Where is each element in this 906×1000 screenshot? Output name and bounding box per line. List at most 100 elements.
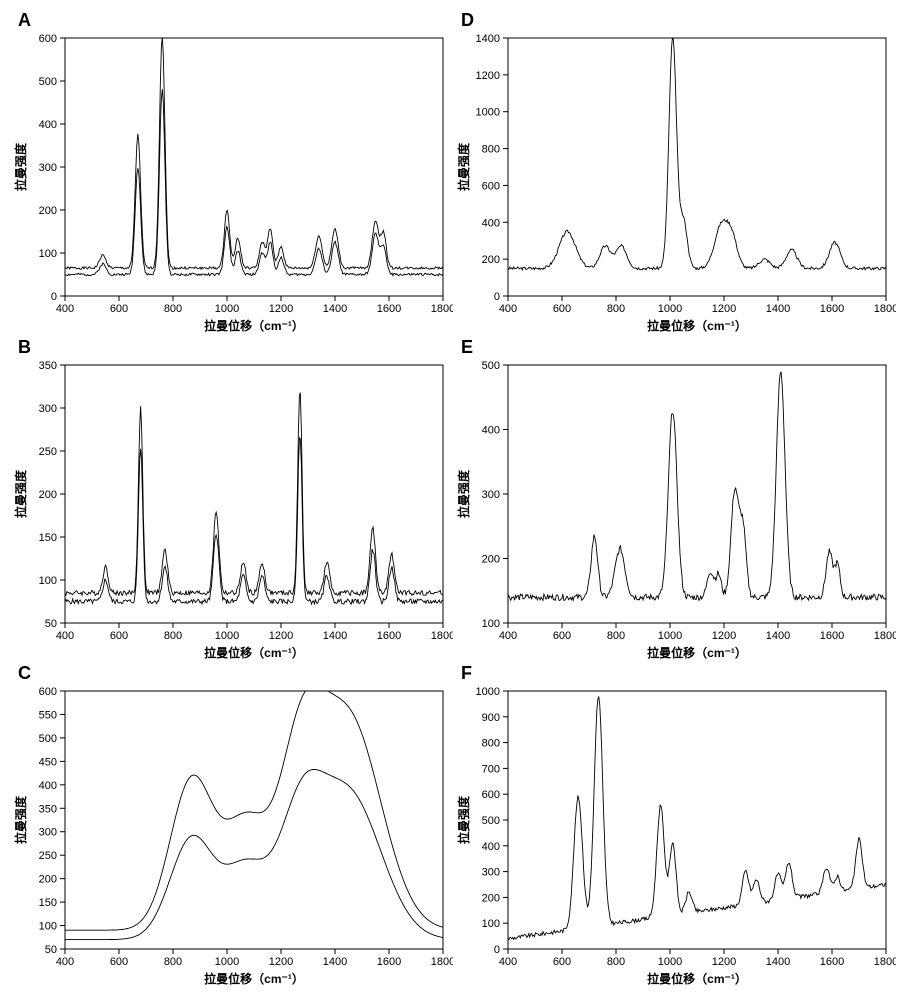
- ytick-label: 900: [482, 712, 500, 724]
- panel-b: B400600800100012001400160018005010015020…: [10, 337, 453, 664]
- spectrum-trace: [65, 770, 443, 940]
- x-axis-label: 拉曼位移（cm⁻¹）: [647, 971, 747, 986]
- xtick-label: 1200: [269, 956, 293, 968]
- ytick-label: 150: [39, 897, 57, 909]
- x-axis-label: 拉曼位移（cm⁻¹）: [204, 971, 304, 986]
- panel-d: D400600800100012001400160018000200400600…: [453, 10, 896, 337]
- ytick-label: 700: [482, 764, 500, 776]
- ytick-label: 400: [39, 119, 57, 131]
- spectrum-trace: [508, 697, 886, 940]
- ytick-label: 300: [39, 827, 57, 839]
- chart-f: 4006008001000120014001600180001002003004…: [453, 681, 896, 990]
- ytick-label: 200: [39, 874, 57, 886]
- xtick-label: 400: [499, 303, 517, 315]
- xtick-label: 1600: [820, 630, 844, 642]
- ytick-label: 350: [39, 360, 57, 372]
- xtick-label: 600: [110, 956, 128, 968]
- ytick-label: 500: [482, 360, 500, 372]
- xtick-label: 600: [553, 630, 571, 642]
- y-axis-label: 拉曼强度: [456, 795, 471, 844]
- ytick-label: 400: [482, 217, 500, 229]
- xtick-label: 1400: [323, 956, 347, 968]
- chart-c: 4006008001000120014001600180050100150200…: [10, 681, 453, 990]
- xtick-label: 1600: [377, 630, 401, 642]
- xtick-label: 1600: [377, 303, 401, 315]
- ytick-label: 100: [39, 248, 57, 260]
- chart-b: 4006008001000120014001600180050100150200…: [10, 355, 453, 664]
- ytick-label: 250: [39, 851, 57, 863]
- xtick-label: 1800: [431, 630, 453, 642]
- xtick-label: 1000: [658, 630, 682, 642]
- ytick-label: 350: [39, 804, 57, 816]
- y-axis-label: 拉曼强度: [456, 142, 471, 191]
- y-axis-label: 拉曼强度: [13, 795, 28, 844]
- ytick-label: 200: [482, 254, 500, 266]
- xtick-label: 1000: [658, 303, 682, 315]
- ytick-label: 0: [494, 944, 500, 956]
- xtick-label: 600: [553, 956, 571, 968]
- spectrum-trace: [508, 371, 886, 600]
- y-axis-label: 拉曼强度: [456, 469, 471, 518]
- ytick-label: 800: [482, 738, 500, 750]
- x-axis-label: 拉曼位移（cm⁻¹）: [204, 645, 304, 660]
- xtick-label: 800: [607, 630, 625, 642]
- y-axis-label: 拉曼强度: [13, 142, 28, 191]
- ytick-label: 1200: [476, 70, 500, 82]
- ytick-label: 500: [482, 815, 500, 827]
- ytick-label: 100: [39, 575, 57, 587]
- xtick-label: 1200: [269, 303, 293, 315]
- xtick-label: 1400: [766, 956, 790, 968]
- xtick-label: 800: [164, 303, 182, 315]
- spectrum-trace: [65, 37, 443, 269]
- ytick-label: 200: [39, 489, 57, 501]
- x-axis-label: 拉曼位移（cm⁻¹）: [204, 318, 304, 333]
- xtick-label: 400: [56, 303, 74, 315]
- panel-f: F400600800100012001400160018000100200300…: [453, 663, 896, 990]
- xtick-label: 1200: [712, 303, 736, 315]
- ytick-label: 300: [482, 867, 500, 879]
- xtick-label: 400: [499, 630, 517, 642]
- xtick-label: 1200: [712, 956, 736, 968]
- ytick-label: 200: [482, 553, 500, 565]
- xtick-label: 1400: [323, 630, 347, 642]
- xtick-label: 1600: [820, 303, 844, 315]
- x-axis-label: 拉曼位移（cm⁻¹）: [647, 318, 747, 333]
- spectrum-trace: [65, 437, 443, 603]
- xtick-label: 600: [110, 303, 128, 315]
- ytick-label: 450: [39, 757, 57, 769]
- ytick-label: 800: [482, 144, 500, 156]
- ytick-label: 50: [45, 944, 57, 956]
- xtick-label: 1200: [712, 630, 736, 642]
- ytick-label: 600: [482, 180, 500, 192]
- xtick-label: 800: [607, 956, 625, 968]
- xtick-label: 800: [164, 956, 182, 968]
- ytick-label: 500: [39, 733, 57, 745]
- chart-e: 4006008001000120014001600180010020030040…: [453, 355, 896, 664]
- ytick-label: 1400: [476, 33, 500, 45]
- ytick-label: 1000: [476, 107, 500, 119]
- ytick-label: 550: [39, 710, 57, 722]
- ytick-label: 150: [39, 532, 57, 544]
- xtick-label: 400: [56, 956, 74, 968]
- xtick-label: 600: [553, 303, 571, 315]
- spectrum-trace: [508, 38, 886, 270]
- xtick-label: 1000: [215, 630, 239, 642]
- xtick-label: 1000: [658, 956, 682, 968]
- ytick-label: 600: [482, 790, 500, 802]
- xtick-label: 1000: [215, 956, 239, 968]
- xtick-label: 1800: [431, 956, 453, 968]
- ytick-label: 100: [482, 919, 500, 931]
- xtick-label: 1600: [820, 956, 844, 968]
- ytick-label: 0: [51, 291, 57, 303]
- ytick-label: 500: [39, 76, 57, 88]
- ytick-label: 600: [39, 33, 57, 45]
- chart-d: 4006008001000120014001600180002004006008…: [453, 28, 896, 337]
- xtick-label: 400: [499, 956, 517, 968]
- panel-e: E400600800100012001400160018001002003004…: [453, 337, 896, 664]
- ytick-label: 200: [482, 893, 500, 905]
- xtick-label: 1400: [766, 303, 790, 315]
- xtick-label: 1400: [323, 303, 347, 315]
- ytick-label: 400: [482, 424, 500, 436]
- y-axis-label: 拉曼强度: [13, 469, 28, 518]
- xtick-label: 1800: [874, 956, 896, 968]
